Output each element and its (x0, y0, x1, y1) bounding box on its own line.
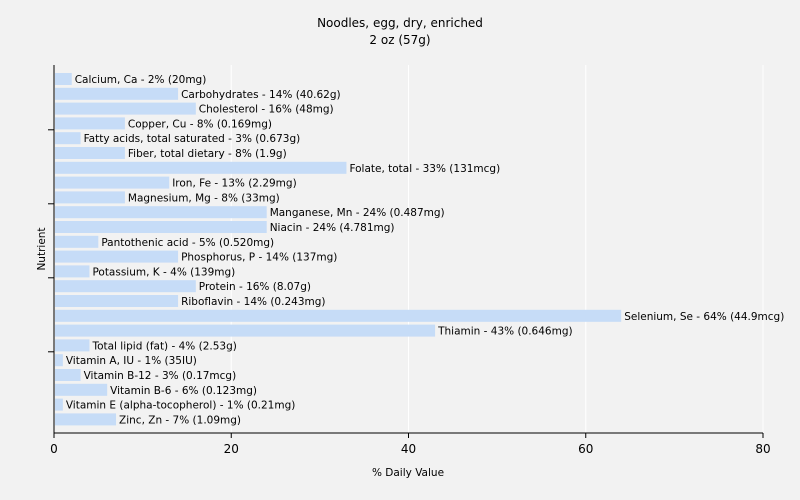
x-axis-title: % Daily Value (372, 467, 444, 479)
bar-label: Iron, Fe - 13% (2.29mg) (172, 178, 296, 190)
bar-label: Phosphorus, P - 14% (137mg) (181, 252, 337, 264)
bar (55, 398, 63, 411)
bar-label: Vitamin B-6 - 6% (0.123mg) (110, 385, 257, 397)
bar-label: Vitamin E (alpha-tocopherol) - 1% (0.21m… (66, 400, 295, 412)
bar-label: Copper, Cu - 8% (0.169mg) (128, 118, 272, 130)
bar (55, 235, 99, 248)
bar-label: Total lipid (fat) - 4% (2.53g) (91, 340, 236, 352)
bar-label: Fiber, total dietary - 8% (1.9g) (128, 148, 287, 160)
bar-label: Pantothenic acid - 5% (0.520mg) (101, 237, 274, 249)
bar (55, 206, 267, 219)
bar-label: Vitamin B-12 - 3% (0.17mcg) (84, 370, 237, 382)
bars: Calcium, Ca - 2% (20mg) Carbohydrates - 1… (55, 73, 784, 426)
bar-label: Selenium, Se - 64% (44.9mcg) (624, 311, 784, 323)
bar (55, 102, 196, 115)
bar (55, 221, 267, 233)
chart-title: Noodles, egg, dry, enriched (317, 16, 483, 30)
bar (55, 309, 622, 322)
x-tick-label: 80 (755, 442, 770, 456)
x-tick-label: 40 (401, 442, 416, 456)
bar (55, 265, 90, 278)
bar-label: Niacin - 24% (4.781mg) (270, 222, 395, 234)
bar (55, 87, 179, 100)
bar-label: Cholesterol - 16% (48mg) (199, 104, 334, 116)
bar-label: Potassium, K - 4% (139mg) (92, 266, 235, 278)
bar (55, 354, 63, 367)
bar (55, 339, 90, 352)
x-tick-label: 20 (224, 442, 239, 456)
bar-label: Fatty acids, total saturated - 3% (0.673… (84, 133, 301, 145)
bar-label: Folate, total - 33% (131mcg) (349, 163, 500, 175)
bar-label: Magnesium, Mg - 8% (33mg) (128, 192, 280, 204)
bar (55, 324, 436, 337)
bar (55, 132, 81, 145)
chart-subtitle: 2 oz (57g) (369, 33, 430, 47)
bar-label: Thiamin - 43% (0.646mg) (437, 326, 573, 338)
x-ticks: 0 20 40 60 80 (50, 433, 771, 456)
bar-label: Riboflavin - 14% (0.243mg) (181, 296, 325, 308)
bar-label: Calcium, Ca - 2% (20mg) (75, 74, 207, 86)
bar (55, 73, 72, 85)
bar (55, 147, 125, 159)
bar-label: Protein - 16% (8.07g) (199, 281, 311, 293)
bar (55, 250, 179, 263)
bar (55, 280, 196, 293)
bar-label: Carbohydrates - 14% (40.62g) (181, 89, 341, 101)
bar-label: Zinc, Zn - 7% (1.09mg) (119, 414, 241, 426)
bar (55, 413, 117, 426)
gridlines (230, 65, 764, 433)
bar (55, 176, 170, 189)
bar (55, 117, 125, 130)
y-ticks (48, 129, 54, 353)
x-tick-label: 0 (50, 442, 58, 456)
bar (55, 295, 179, 307)
bar (55, 369, 81, 381)
bar-label: Vitamin A, IU - 1% (35IU) (66, 355, 197, 367)
bar (55, 161, 347, 174)
x-tick-label: 60 (578, 442, 593, 456)
bar-label: Manganese, Mn - 24% (0.487mg) (270, 207, 445, 219)
y-axis-title: Nutrient (36, 227, 48, 270)
bar (55, 191, 125, 204)
bar (55, 383, 108, 396)
